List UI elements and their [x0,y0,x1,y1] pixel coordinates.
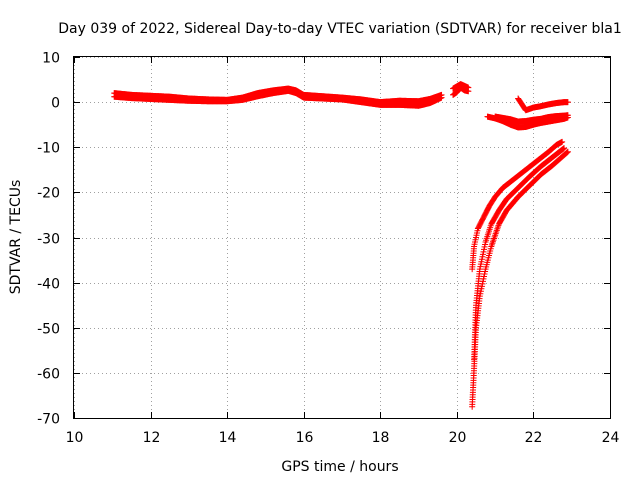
x-tick-label: 10 [66,430,84,446]
x-tick-label: 22 [525,430,543,446]
x-tick-label: 14 [219,430,237,446]
x-tick-label: 18 [372,430,390,446]
x-tick-labels: 10 12 14 16 18 20 22 24 [66,430,620,446]
series-steep-arc-3 [469,148,571,410]
y-tick-label: -20 [37,186,60,202]
series-daytime-arc-b [111,85,445,106]
x-axis-label: GPS time / hours [281,459,398,475]
data-point [564,99,571,106]
x-tick-label: 20 [449,430,467,446]
chart-title: Day 039 of 2022, Sidereal Day-to-day VTE… [58,21,621,37]
x-tick-label: 16 [296,430,314,446]
series-arc-20h-b [450,81,472,92]
y-tick-label: 10 [42,51,60,67]
series-arc-21-lower-b [492,112,571,125]
y-tick-labels: 10 0 -10 -20 -30 -40 -50 -60 -70 [37,51,60,428]
data-point [564,112,571,119]
data-point [564,148,571,155]
x-tick-label: 12 [143,430,161,446]
data-point [465,84,472,91]
data-series [111,81,571,410]
series-steep-arc-1 [469,138,566,273]
data-point [438,91,445,98]
plot-frame [73,56,611,419]
y-axis-label: SDTVAR / TECUs [8,180,24,295]
data-point [559,138,566,145]
y-tick-label: -30 [37,232,60,248]
series-arc-21-upper [515,95,571,114]
data-point [563,149,570,156]
data-point [561,145,568,152]
data-point [564,149,571,156]
y-tick-label: -10 [37,141,60,157]
y-tick-label: -40 [37,277,60,293]
y-tick-label: -70 [37,412,60,428]
y-tick-label: -60 [37,367,60,383]
y-tick-label: -50 [37,322,60,338]
x-tick-label: 24 [602,430,620,446]
y-tick-label: 0 [51,96,60,112]
series-arc-20h [450,84,472,98]
